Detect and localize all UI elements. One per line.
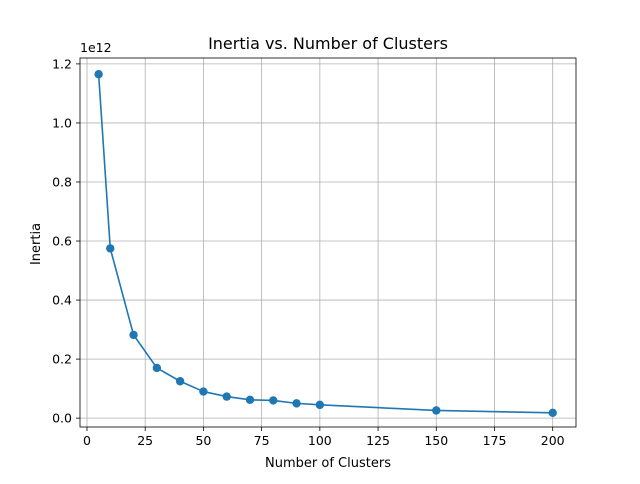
data-point [199, 387, 208, 396]
y-tick-label: 1.2 [52, 56, 72, 71]
y-tick-label: 0.4 [52, 293, 72, 308]
axes-frame [79, 57, 577, 428]
data-point [292, 399, 301, 408]
x-tick-label: 200 [541, 433, 565, 448]
y-tick-label: 0.0 [52, 411, 72, 426]
y-axis-label: Inertia [29, 223, 44, 265]
data-point [94, 70, 103, 79]
data-point [106, 244, 115, 253]
x-tick-label: 100 [308, 433, 332, 448]
data-point [269, 396, 278, 405]
y-axis-offset-label: 1e12 [80, 40, 112, 55]
y-tick-label: 0.2 [52, 352, 72, 367]
data-point [245, 395, 255, 405]
data-point [315, 400, 325, 410]
x-tick-label: 50 [195, 433, 211, 448]
y-tick-label: 1.0 [52, 115, 72, 130]
x-axis-label: Number of Clusters [265, 456, 391, 471]
data-point [152, 363, 162, 373]
data-point [548, 408, 557, 418]
x-tick-label: 125 [366, 433, 390, 448]
y-tick-label: 0.6 [52, 234, 72, 249]
data-point [432, 406, 441, 415]
data-point [175, 377, 185, 386]
axes [79, 57, 577, 428]
grid-lines [80, 58, 576, 427]
x-tick-label: 0 [83, 433, 91, 448]
x-tick-label: 175 [483, 433, 507, 448]
data-point [129, 330, 138, 340]
x-tick-label: 150 [424, 433, 448, 448]
series-layer [94, 70, 557, 418]
x-tick-label: 75 [254, 433, 270, 448]
tick-marks: 0 25 50 75 100 125 150 175 200 0.0 0.2 0.4 0.6 0.8 1.0… [52, 56, 565, 448]
chart-title: Inertia vs. Number of Clusters [208, 34, 448, 53]
y-tick-label: 0.8 [52, 174, 72, 189]
data-point [222, 392, 231, 401]
x-tick-label: 25 [137, 433, 153, 448]
